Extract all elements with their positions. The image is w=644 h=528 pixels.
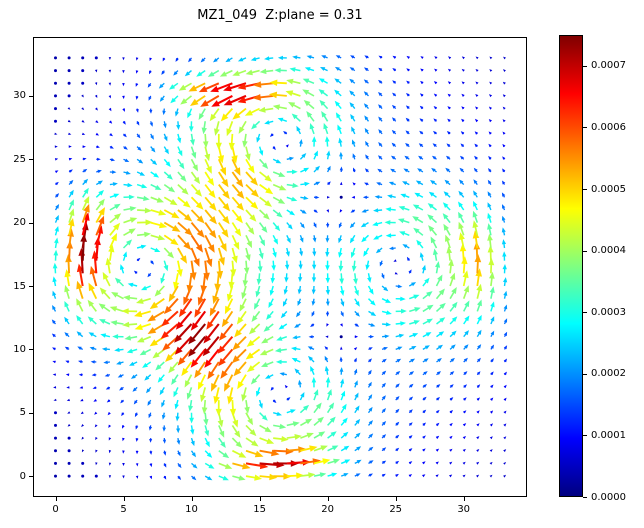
y-tick-mark [29, 349, 33, 351]
x-tick-mark [123, 497, 125, 501]
colorbar-gradient [559, 35, 583, 497]
colorbar-tick-mark [583, 127, 587, 129]
y-tick-label: 30 [13, 90, 26, 102]
colorbar-tick-label: 0.0001 [591, 429, 626, 441]
plot-area [33, 37, 527, 497]
colorbar-tick-label: 0.0003 [591, 306, 626, 318]
y-tick-mark [29, 159, 33, 161]
colorbar-tick-mark [583, 373, 587, 375]
colorbar-tick-mark [583, 65, 587, 67]
colorbar-tick-label: 0.0007 [591, 60, 626, 72]
x-tick-mark [191, 497, 193, 501]
y-tick-mark [29, 222, 33, 224]
colorbar-tick-mark [583, 189, 587, 190]
y-tick-label: 25 [13, 153, 26, 165]
y-tick-label: 15 [13, 280, 26, 292]
x-tick-label: 0 [52, 504, 59, 515]
colorbar-tick-label: 0.0005 [591, 183, 626, 195]
colorbar-tick-label: 0.0002 [591, 368, 626, 380]
colorbar-tick-mark [583, 312, 587, 314]
chart-title: MZ1_049 Z:plane = 0.31 [197, 8, 363, 23]
x-tick-mark [395, 497, 397, 501]
colorbar-tick-label: 0.0006 [591, 121, 626, 133]
y-tick-mark [29, 412, 33, 414]
x-tick-mark [327, 497, 329, 501]
colorbar-tick-mark [583, 250, 587, 252]
x-tick-label: 15 [253, 504, 266, 515]
y-tick-mark [29, 476, 33, 478]
colorbar-tick-mark [583, 435, 587, 437]
colorbar-tick-label: 0.0000 [591, 491, 626, 503]
x-tick-mark [259, 497, 261, 501]
x-tick-mark [463, 497, 465, 501]
colorbar-tick-mark [583, 497, 587, 498]
x-tick-label: 25 [389, 504, 403, 515]
x-tick-mark [55, 497, 57, 501]
y-tick-label: 20 [13, 217, 26, 229]
y-tick-label: 10 [13, 343, 26, 355]
x-tick-label: 30 [457, 504, 471, 515]
y-tick-mark [29, 286, 33, 287]
y-tick-mark [29, 95, 33, 97]
x-tick-label: 10 [185, 504, 198, 515]
y-tick-label: 0 [19, 470, 26, 482]
x-tick-label: 20 [321, 504, 334, 515]
x-tick-label: 5 [120, 504, 127, 515]
colorbar-tick-label: 0.0004 [591, 245, 626, 257]
y-tick-label: 5 [19, 407, 26, 419]
